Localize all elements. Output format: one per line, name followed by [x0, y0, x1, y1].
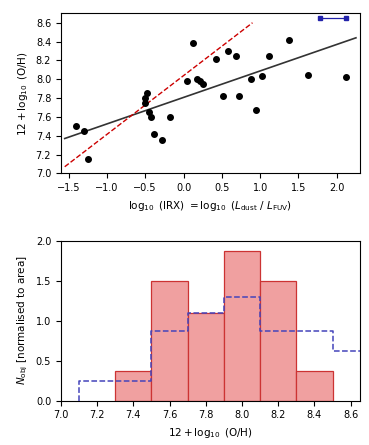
Bar	[224, 251, 260, 400]
Point	[254, 107, 259, 114]
Point	[236, 93, 242, 100]
Point	[197, 77, 203, 85]
Bar	[151, 280, 188, 400]
Point	[266, 52, 272, 59]
Point	[248, 76, 254, 83]
Point	[142, 94, 148, 101]
Bar	[296, 371, 332, 400]
Point	[305, 72, 311, 79]
Point	[343, 74, 349, 81]
Y-axis label: $N_{\rm obj}$ [normalised to area]: $N_{\rm obj}$ [normalised to area]	[16, 255, 30, 385]
Point	[233, 52, 239, 59]
Point	[81, 127, 87, 134]
Point	[184, 77, 190, 85]
Point	[259, 73, 265, 80]
Point	[142, 99, 148, 106]
Point	[73, 123, 79, 130]
Point	[145, 90, 151, 97]
Point	[200, 81, 206, 88]
Point	[190, 40, 196, 47]
Point	[159, 137, 165, 144]
Bar	[260, 280, 296, 400]
Point	[225, 48, 231, 55]
Point	[146, 109, 152, 116]
Point	[194, 76, 200, 83]
Point	[213, 55, 219, 62]
X-axis label: $\log_{10}$ (IRX) $= \log_{10}$ ($L_{\rm dust}$ / $L_{\rm FUV}$): $\log_{10}$ (IRX) $= \log_{10}$ ($L_{\rm…	[128, 198, 292, 213]
Point	[167, 113, 173, 121]
Point	[148, 113, 154, 121]
Point	[85, 156, 91, 163]
Bar	[188, 312, 224, 400]
X-axis label: $12 + \log_{10}$ (O/H): $12 + \log_{10}$ (O/H)	[168, 426, 253, 440]
Y-axis label: $12 + \log_{10}$ (O/H): $12 + \log_{10}$ (O/H)	[16, 51, 30, 136]
Point	[286, 36, 292, 43]
Bar	[115, 371, 151, 400]
Point	[220, 93, 226, 100]
Point	[151, 130, 157, 138]
